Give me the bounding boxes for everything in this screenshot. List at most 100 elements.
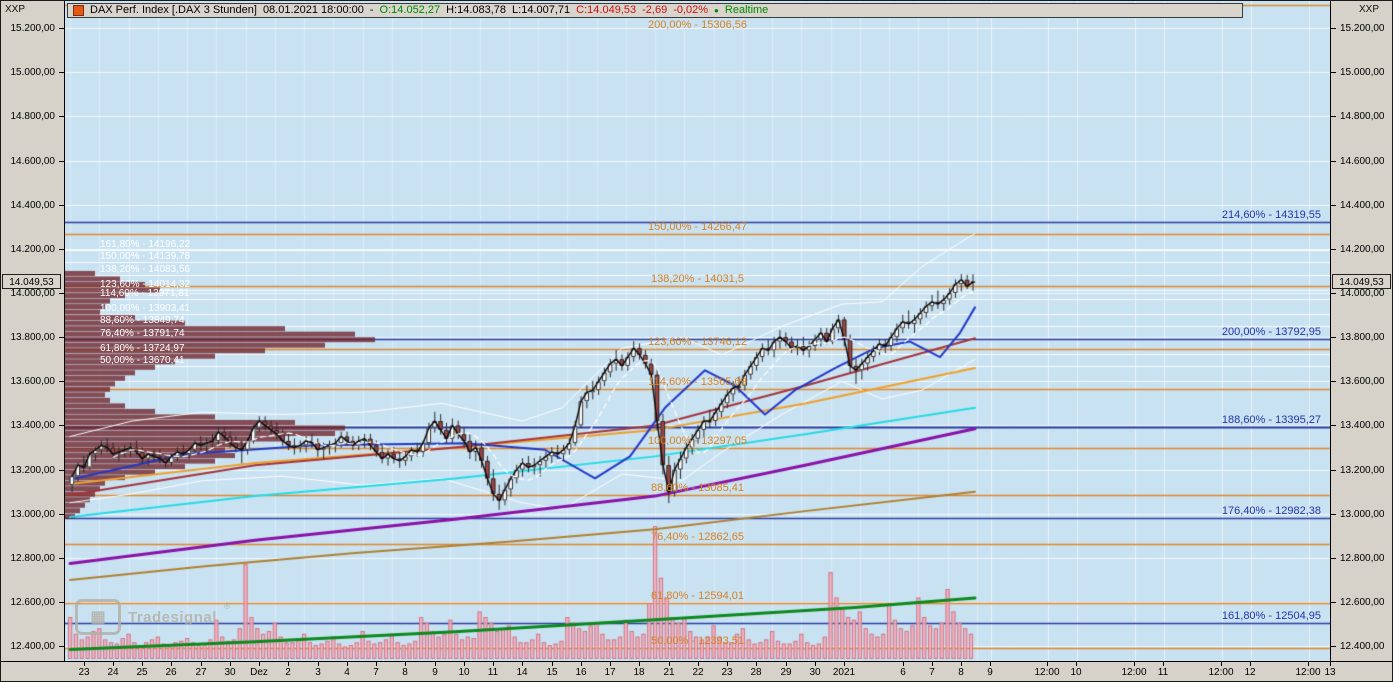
price-axis-right[interactable]: XXP 14.049,53 15.200,00 15.000,00 14.800,0… (1331, 1, 1392, 661)
y-tick-mark (59, 205, 64, 206)
y-tick-mark (1331, 602, 1336, 603)
chart-plot-area: 200,00% - 15306,56 150,00% - 14266,47 138,… (64, 1, 1331, 661)
x-tick-label: 4 (344, 667, 350, 678)
y-tick-mark (1331, 470, 1336, 471)
y-tick-label: 13.800,00 (10, 332, 56, 344)
open-value: O:14.052,27 (379, 4, 441, 16)
y-tick-label: 13.400,00 (10, 420, 56, 432)
y-tick-mark (59, 249, 64, 250)
price-axis-left[interactable]: XXP 14.049,53 15.200,00 15.000,00 14.800,0… (1, 1, 64, 661)
x-tick-label: 9 (432, 667, 438, 678)
y-tick-mark (59, 72, 64, 73)
x-tick-mark (464, 662, 465, 666)
tradesignal-watermark-text: Tradesignal (128, 608, 217, 626)
price-badge-left: 14.049,53 (2, 274, 61, 289)
x-tick-mark (669, 662, 670, 666)
y-tick-mark (1331, 161, 1336, 162)
y-tick-label: 13.000,00 (1340, 508, 1385, 520)
x-tick-label: 10 (458, 667, 470, 678)
x-tick-mark (522, 662, 523, 666)
y-tick-label: 13.200,00 (1340, 464, 1385, 476)
x-tick-mark (786, 662, 787, 666)
chart-canvas[interactable] (65, 1, 1330, 661)
x-tick-mark (1330, 662, 1331, 666)
x-tick-label: 8 (958, 667, 964, 678)
x-tick-mark (815, 662, 816, 666)
y-tick-mark (59, 558, 64, 559)
x-tick-label: 6 (900, 667, 906, 678)
x-tick-label: 22 (692, 667, 704, 678)
x-tick-label: 17 (604, 667, 616, 678)
y-tick-label: 15.200,00 (10, 23, 56, 35)
y-tick-label: 12.800,00 (10, 552, 56, 564)
y-tick-label: 14.800,00 (1340, 111, 1385, 123)
x-tick-label: 30 (809, 667, 821, 678)
x-tick-mark (727, 662, 728, 666)
y-tick-label: 14.800,00 (10, 111, 56, 123)
x-tick-mark (1134, 662, 1135, 666)
y-tick-mark (59, 337, 64, 338)
y-tick-mark (59, 161, 64, 162)
registered-mark: ® (223, 601, 231, 611)
y-tick-mark (59, 470, 64, 471)
header-separator: - (369, 4, 374, 16)
y-tick-label: 14.600,00 (10, 155, 56, 167)
instrument-icon (73, 5, 84, 16)
x-tick-label: 18 (633, 667, 645, 678)
y-tick-mark (1331, 425, 1336, 426)
corner-label-top-left: XXP (5, 4, 26, 15)
y-tick-mark (59, 514, 64, 515)
y-tick-mark (1331, 558, 1336, 559)
x-tick-label: 12 (1244, 667, 1256, 678)
x-tick-label: 11 (487, 667, 499, 678)
tradesignal-watermark: ▦ Tradesignal ® (75, 599, 231, 635)
change-pct-value: -0,02% (673, 4, 709, 16)
x-tick-label: 21 (663, 667, 675, 678)
x-tick-mark (1163, 662, 1164, 666)
y-tick-mark (1331, 249, 1336, 250)
y-tick-mark (59, 116, 64, 117)
x-tick-mark (318, 662, 319, 666)
x-tick-mark (230, 662, 231, 666)
y-tick-label: 12.600,00 (1340, 597, 1385, 609)
x-tick-mark (113, 662, 114, 666)
y-tick-mark (1331, 205, 1336, 206)
y-tick-label: 14.200,00 (1340, 243, 1385, 255)
y-tick-label: 12.400,00 (10, 641, 56, 653)
y-tick-label: 12.600,00 (10, 597, 56, 609)
x-tick-label: 15 (546, 667, 558, 678)
x-tick-label: 29 (780, 667, 792, 678)
x-tick-label: 28 (750, 667, 762, 678)
y-tick-mark (1331, 116, 1336, 117)
x-tick-mark (990, 662, 991, 666)
x-tick-label: 2021 (832, 667, 856, 678)
realtime-label: Realtime (724, 4, 769, 16)
y-tick-label: 14.000,00 (10, 288, 56, 300)
y-tick-label: 14.600,00 (1340, 155, 1385, 167)
x-tick-mark (552, 662, 553, 666)
time-axis[interactable]: 23 24 25 26 27 30 Dez 2 3 4 7 8 9 10 11 14 15 16 17 18 21 22 2… (1, 661, 1392, 681)
x-tick-mark (1308, 662, 1309, 666)
x-tick-label: 13 (1324, 667, 1336, 678)
x-tick-mark (610, 662, 611, 666)
x-tick-mark (405, 662, 406, 666)
x-tick-mark (201, 662, 202, 666)
x-tick-mark (1250, 662, 1251, 666)
x-tick-mark (1076, 662, 1077, 666)
x-tick-label: 12:00 (1034, 667, 1060, 678)
tradesignal-logo-icon: ▦ (75, 599, 121, 635)
x-tick-label: 14 (516, 667, 528, 678)
x-tick-mark (493, 662, 494, 666)
chart-header: DAX Perf. Index [.DAX 3 Stunden] 08.01.2… (67, 3, 1243, 18)
y-tick-mark (1331, 293, 1336, 294)
x-tick-mark (903, 662, 904, 666)
chart-datetime: 08.01.2021 18:00:00 (262, 4, 364, 16)
change-value: -2,69 (642, 4, 668, 16)
x-tick-mark (288, 662, 289, 666)
x-tick-label: 23 (721, 667, 733, 678)
y-tick-mark (1331, 337, 1336, 338)
y-tick-label: 13.400,00 (1340, 420, 1385, 432)
y-tick-mark (1331, 381, 1336, 382)
x-tick-label: 12:00 (1208, 667, 1234, 678)
x-tick-mark (844, 662, 845, 666)
